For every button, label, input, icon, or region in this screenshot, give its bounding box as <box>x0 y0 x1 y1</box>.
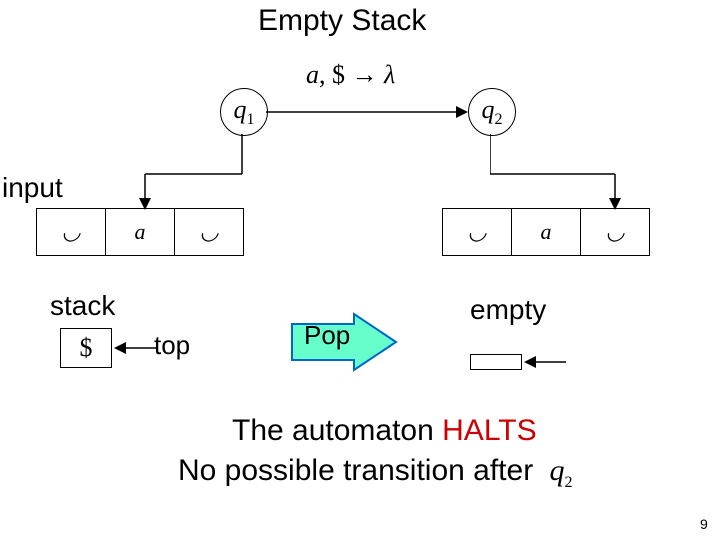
transition-label: a, $ → λ <box>306 60 395 90</box>
conclusion-line-2: No possible transition after q2 <box>178 454 573 492</box>
stack-left-value: $ <box>80 333 93 363</box>
pointer-q2-to-tape <box>490 134 640 214</box>
state-q1: q1 <box>220 88 268 136</box>
tape-right-cell: ◡ <box>581 209 649 255</box>
tape-right: ◡ a ◡ <box>442 208 650 256</box>
empty-label: empty <box>470 294 546 326</box>
conclusion-pre: The automaton <box>232 414 442 447</box>
transition-arrow <box>266 100 468 124</box>
top-label: top <box>154 330 190 361</box>
state-q1-label: q1 <box>234 95 255 129</box>
conclusion-q2: q2 <box>550 454 573 487</box>
page-title: Empty Stack <box>258 4 426 38</box>
empty-stack-box <box>470 354 522 370</box>
tape-right-cell: a <box>512 209 581 255</box>
pointer-q1-to-tape <box>100 134 250 214</box>
tape-left-cell: ◡ <box>37 209 106 255</box>
tape-left: ◡ a ◡ <box>36 208 244 256</box>
stack-label: stack <box>50 290 115 322</box>
tape-left-cell: ◡ <box>175 209 243 255</box>
conclusion-line2-text: No possible transition after <box>178 454 533 487</box>
pop-arrow: Pop <box>290 312 402 372</box>
conclusion-line-1: The automaton HALTS <box>232 414 537 448</box>
state-q2: q2 <box>468 88 516 136</box>
tape-left-cell: a <box>106 209 175 255</box>
state-q2-label: q2 <box>482 95 503 129</box>
tape-right-cell: ◡ <box>443 209 512 255</box>
slide-number: 9 <box>700 516 708 532</box>
halts-word: HALTS <box>442 414 536 447</box>
input-label: input <box>2 172 63 204</box>
pop-label: Pop <box>304 320 350 351</box>
top-pointer-arrow <box>112 340 156 356</box>
stack-left-box: $ <box>60 328 112 368</box>
empty-top-pointer-arrow <box>522 354 566 370</box>
